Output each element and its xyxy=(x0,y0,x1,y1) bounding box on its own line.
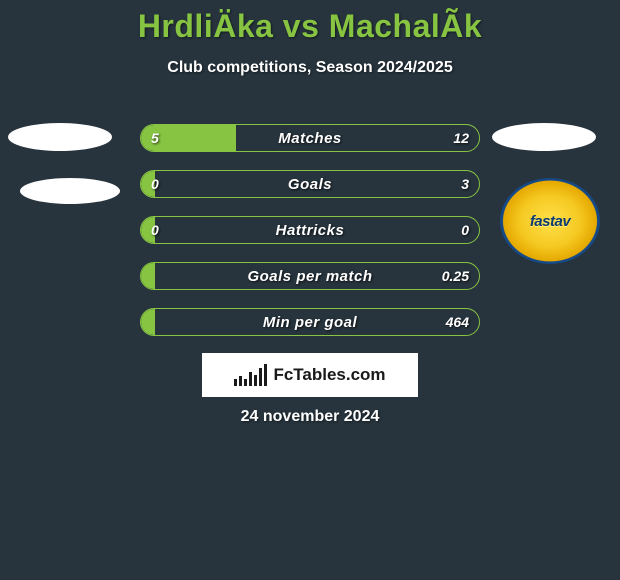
stat-row: Min per goal464 xyxy=(140,308,480,336)
logo-bar xyxy=(249,372,252,386)
date-label: 24 november 2024 xyxy=(0,408,620,426)
stat-label: Goals xyxy=(141,171,479,197)
fctables-logo: FcTables.com xyxy=(202,353,418,397)
logo-bar xyxy=(264,364,267,386)
stat-right-value: 0 xyxy=(461,217,469,243)
stat-row: 0Hattricks0 xyxy=(140,216,480,244)
player-left-badge-2 xyxy=(20,178,120,204)
logo-bar xyxy=(254,375,257,386)
logo-bar xyxy=(239,376,242,386)
logo-bar xyxy=(259,368,262,386)
page-title: HrdliÄka vs MachalÃk xyxy=(0,0,620,45)
stat-right-value: 464 xyxy=(446,309,469,335)
stat-row: Goals per match0.25 xyxy=(140,262,480,290)
stat-right-value: 0.25 xyxy=(442,263,469,289)
stat-right-value: 12 xyxy=(453,125,469,151)
logo-text: FcTables.com xyxy=(273,365,385,385)
logo-bars-icon xyxy=(234,364,267,386)
stat-row: 0Goals3 xyxy=(140,170,480,198)
stat-label: Min per goal xyxy=(141,309,479,335)
stat-right-value: 3 xyxy=(461,171,469,197)
player-right-club-badge: fastav xyxy=(500,178,600,264)
stat-row: 5Matches12 xyxy=(140,124,480,152)
comparison-rows: 5Matches120Goals30Hattricks0Goals per ma… xyxy=(140,124,480,354)
subtitle: Club competitions, Season 2024/2025 xyxy=(0,59,620,77)
player-right-badge-1 xyxy=(492,123,596,151)
stat-label: Matches xyxy=(141,125,479,151)
stat-label: Goals per match xyxy=(141,263,479,289)
logo-bar xyxy=(244,379,247,386)
player-left-badge-1 xyxy=(8,123,112,151)
club-badge-text: fastav xyxy=(530,213,570,230)
stat-label: Hattricks xyxy=(141,217,479,243)
logo-bar xyxy=(234,379,237,386)
